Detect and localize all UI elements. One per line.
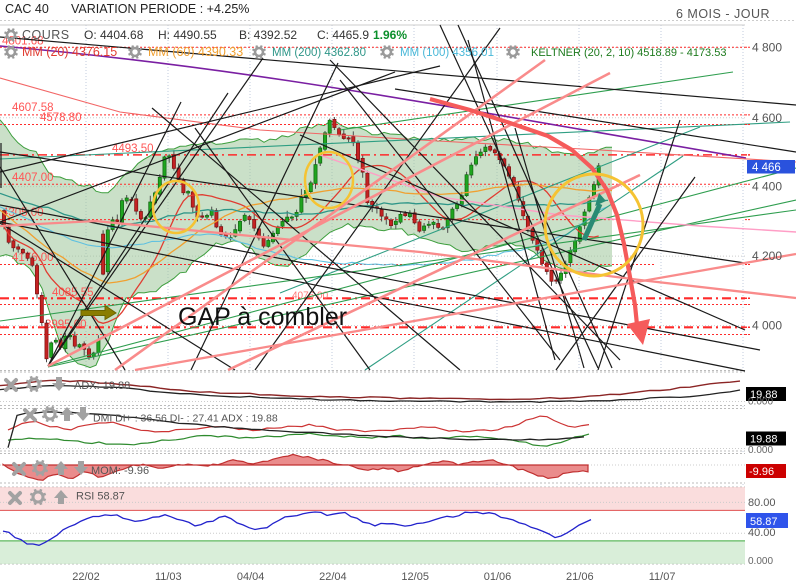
svg-text:VARIATION PERIODE : +4.25%: VARIATION PERIODE : +4.25% [71, 2, 249, 16]
svg-text:MOM: -9.96: MOM: -9.96 [91, 465, 149, 477]
svg-text:0.000: 0.000 [748, 397, 773, 408]
svg-text:O: 4404.68: O: 4404.68 [84, 28, 144, 42]
svg-text:MM (60) 4390.33: MM (60) 4390.33 [148, 45, 243, 59]
svg-text:CAC 40: CAC 40 [5, 2, 49, 16]
svg-text:40.00: 40.00 [748, 527, 776, 539]
svg-text:KELTNER (20, 2, 10) 4518.89 -: KELTNER (20, 2, 10) 4518.89 - 4173.53 [531, 47, 726, 59]
svg-text:H: 4490.55: H: 4490.55 [158, 28, 217, 42]
svg-text:4607.58: 4607.58 [12, 102, 54, 114]
svg-text:80.00: 80.00 [748, 497, 776, 509]
svg-text:4076.00: 4076.00 [292, 291, 329, 302]
svg-text:12/05: 12/05 [401, 571, 429, 583]
svg-text:19.88: 19.88 [750, 434, 778, 446]
svg-text:6 MOIS - JOUR: 6 MOIS - JOUR [676, 7, 770, 21]
svg-text:11/03: 11/03 [155, 571, 182, 583]
svg-text:0.000: 0.000 [748, 556, 773, 567]
svg-text:4 000: 4 000 [752, 319, 782, 333]
svg-text:4 200: 4 200 [752, 249, 782, 263]
svg-text:C: 4465.9: C: 4465.9 [317, 28, 369, 42]
svg-text:58.87: 58.87 [750, 516, 778, 528]
svg-text:4 600: 4 600 [752, 111, 782, 125]
svg-text:11/07: 11/07 [649, 571, 676, 583]
svg-text:19.88: 19.88 [750, 389, 778, 401]
svg-text:22/04: 22/04 [319, 571, 347, 583]
svg-text:4 800: 4 800 [752, 41, 782, 55]
svg-text:22/02: 22/02 [72, 571, 100, 583]
svg-text:4 400: 4 400 [752, 180, 782, 194]
svg-text:DMI DI+ : 36.56 DI- : 27.41 AD: DMI DI+ : 36.56 DI- : 27.41 ADX : 19.88 [93, 413, 278, 425]
svg-text:3995.00: 3995.00 [45, 319, 87, 331]
svg-text:-9.96: -9.96 [749, 466, 774, 478]
svg-text:MM (20) 4376.15: MM (20) 4376.15 [22, 45, 117, 59]
svg-text:GAP à combler: GAP à combler [178, 303, 347, 331]
svg-text:04/04: 04/04 [237, 571, 265, 583]
svg-text:COURS: COURS [22, 28, 70, 42]
svg-text:ADX: 19.88: ADX: 19.88 [74, 380, 130, 392]
svg-text:MM (100) 4356.01: MM (100) 4356.01 [400, 47, 494, 59]
svg-text:4578.80: 4578.80 [40, 112, 82, 124]
svg-text:B: 4392.52: B: 4392.52 [239, 28, 297, 42]
svg-text:4407.00: 4407.00 [12, 172, 54, 184]
svg-text:0.000: 0.000 [748, 445, 773, 456]
svg-text:01/06: 01/06 [484, 571, 512, 583]
svg-text:4 466: 4 466 [752, 162, 781, 174]
svg-text:21/06: 21/06 [566, 571, 594, 583]
svg-text:MM (200) 4362.80: MM (200) 4362.80 [272, 47, 366, 59]
svg-text:RSI 58.87: RSI 58.87 [76, 491, 125, 503]
svg-text:1.96%: 1.96% [373, 28, 407, 42]
